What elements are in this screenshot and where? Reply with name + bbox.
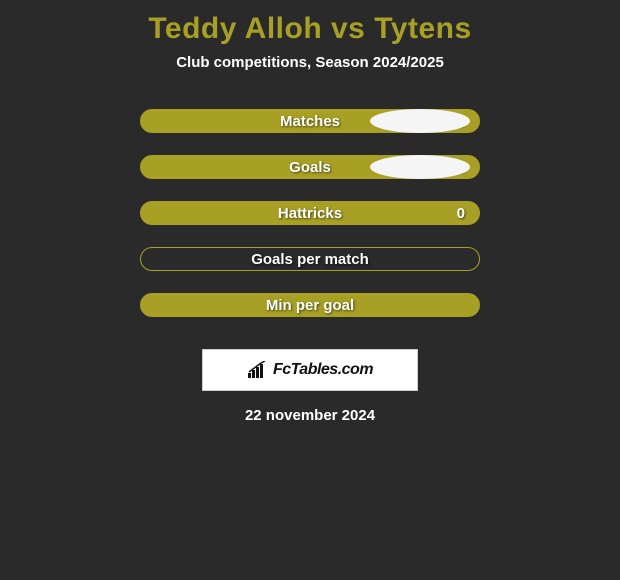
stat-row: Goals0 (140, 155, 480, 179)
stat-label: Goals (289, 159, 331, 176)
stat-bar: Goals per match (140, 247, 480, 271)
ellipse-right (370, 109, 470, 133)
stat-value: 0 (457, 205, 465, 222)
date: 22 november 2024 (245, 407, 375, 424)
stat-bar: Hattricks 0 (140, 201, 480, 225)
title: Teddy Alloh vs Tytens (148, 12, 471, 46)
stat-bar: Min per goal (140, 293, 480, 317)
stat-label: Matches (280, 113, 340, 130)
bars-icon (247, 361, 269, 379)
stat-label: Goals per match (251, 251, 369, 268)
stat-row: Matches3 (140, 109, 480, 133)
stats-comparison-card: Teddy Alloh vs Tytens Club competitions,… (0, 0, 620, 424)
stat-label: Hattricks (278, 205, 342, 222)
stat-label: Min per goal (266, 297, 354, 314)
stat-row: Min per goal (140, 293, 480, 317)
logo-inner: FcTables.com (247, 361, 373, 379)
ellipse-right (370, 155, 470, 179)
stat-row: Goals per match (140, 247, 480, 271)
logo-text: FcTables.com (273, 361, 373, 379)
logo-box[interactable]: FcTables.com (202, 349, 418, 391)
stat-row: Hattricks 0 (140, 201, 480, 225)
subtitle: Club competitions, Season 2024/2025 (176, 54, 444, 71)
